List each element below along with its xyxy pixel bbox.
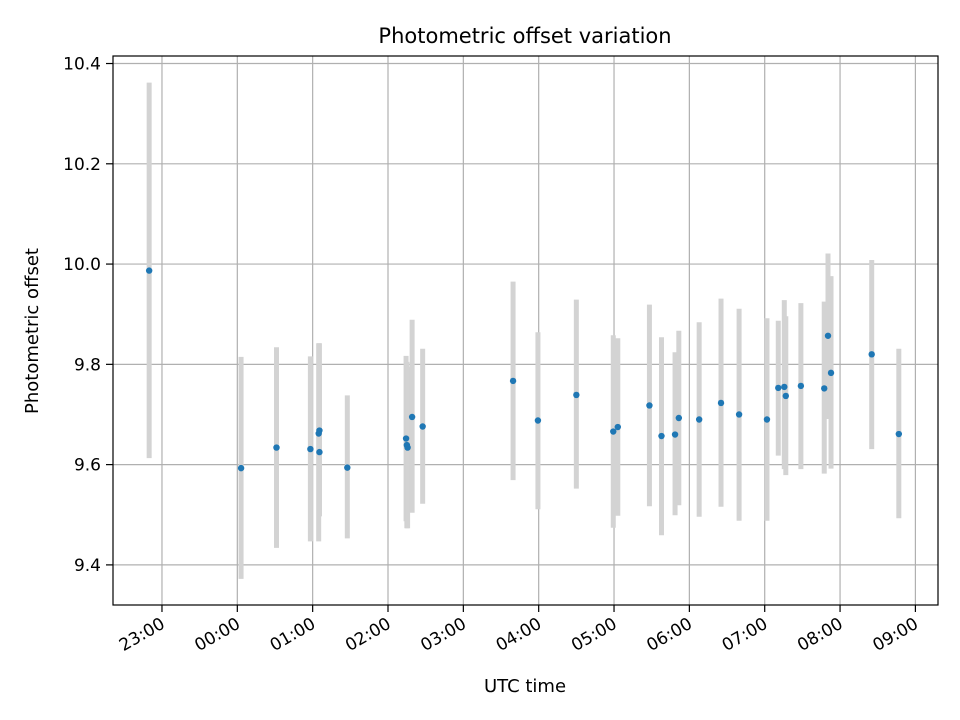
data-point bbox=[824, 332, 832, 339]
x-axis-ticks: 23:00 00:00 01:00 02:00 03:00 04:00 05:00 06:00… bbox=[116, 605, 922, 656]
y-tick-label: 9.4 bbox=[74, 556, 101, 576]
data-point bbox=[534, 417, 542, 424]
data-point bbox=[763, 416, 771, 423]
data-point bbox=[658, 432, 665, 440]
x-axis-label: UTC time bbox=[484, 676, 566, 697]
y-tick-label: 10.4 bbox=[63, 55, 101, 75]
data-point bbox=[273, 444, 280, 451]
data-point bbox=[408, 413, 416, 421]
data-point bbox=[775, 384, 782, 392]
x-tick-label: 03:00 bbox=[417, 614, 469, 656]
data-points bbox=[145, 267, 903, 472]
data-point bbox=[868, 351, 875, 358]
data-point bbox=[671, 431, 679, 438]
x-tick-label: 05:00 bbox=[568, 614, 620, 656]
data-point bbox=[827, 369, 835, 377]
data-point bbox=[895, 430, 903, 438]
data-point bbox=[237, 464, 245, 472]
data-point bbox=[646, 402, 653, 409]
data-point bbox=[573, 391, 580, 399]
data-point bbox=[821, 385, 828, 392]
data-point bbox=[735, 411, 743, 418]
x-tick-label: 00:00 bbox=[191, 614, 243, 656]
grid bbox=[113, 56, 938, 605]
data-point bbox=[419, 423, 426, 430]
x-tick-label: 23:00 bbox=[116, 614, 168, 656]
plot-frame bbox=[112, 55, 939, 606]
y-axis-label: Photometric offset bbox=[22, 248, 43, 414]
y-tick-label: 9.8 bbox=[74, 355, 101, 375]
data-point bbox=[404, 444, 411, 451]
data-point bbox=[344, 464, 351, 471]
data-point bbox=[717, 399, 725, 407]
data-point bbox=[781, 383, 788, 391]
x-tick-label: 02:00 bbox=[342, 614, 394, 656]
x-tick-label: 04:00 bbox=[493, 614, 545, 656]
data-point bbox=[509, 377, 517, 385]
x-tick-label: 07:00 bbox=[719, 614, 771, 656]
x-tick-label: 08:00 bbox=[794, 614, 846, 656]
y-tick-label: 9.6 bbox=[74, 456, 101, 476]
data-point bbox=[614, 423, 621, 431]
y-axis-ticks: 9.4 9.6 9.8 10.0 10.2 10.4 bbox=[63, 55, 113, 576]
data-point bbox=[610, 428, 617, 435]
data-point bbox=[316, 427, 323, 434]
data-point bbox=[316, 448, 323, 456]
y-tick-label: 10.0 bbox=[63, 255, 101, 275]
data-point bbox=[145, 267, 153, 274]
x-tick-label: 09:00 bbox=[869, 614, 921, 656]
data-point bbox=[307, 445, 314, 453]
data-point bbox=[695, 416, 703, 423]
data-point bbox=[675, 414, 683, 422]
data-point bbox=[797, 382, 805, 390]
data-point bbox=[782, 392, 790, 400]
y-tick-label: 10.2 bbox=[63, 155, 101, 175]
x-tick-label: 01:00 bbox=[267, 614, 319, 656]
x-tick-label: 06:00 bbox=[643, 614, 695, 656]
chart-title: Photometric offset variation bbox=[378, 24, 671, 48]
data-point bbox=[402, 435, 410, 442]
